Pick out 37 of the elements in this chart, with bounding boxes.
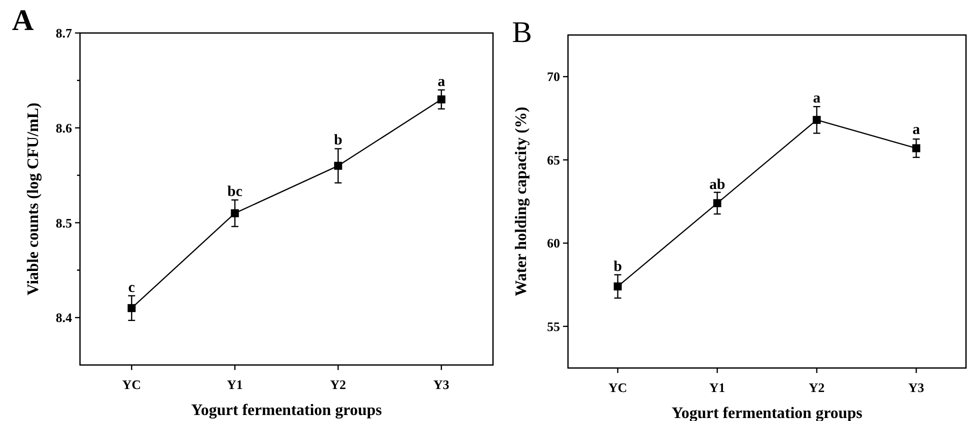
point xyxy=(437,95,446,104)
x-axis-title: Yogurt fermentation groups xyxy=(191,402,382,419)
point xyxy=(128,304,136,312)
y-axis-title: Viable counts (log CFU/mL) xyxy=(25,102,42,296)
x-tick-label: Y1 xyxy=(226,377,243,392)
annotation: bc xyxy=(227,184,243,200)
y-tick-label: 60 xyxy=(547,236,560,251)
annotation: b xyxy=(614,258,622,275)
annotation: a xyxy=(912,122,920,138)
x-tick-label: Y1 xyxy=(709,380,726,395)
x-tick-label: Y3 xyxy=(433,377,450,392)
y-tick-label: 8.5 xyxy=(56,215,72,230)
chart-title: A xyxy=(12,4,34,37)
x-tick-label: Y3 xyxy=(908,380,925,395)
point xyxy=(812,116,821,124)
x-tick-label: Y2 xyxy=(808,380,825,395)
y-tick-label: 55 xyxy=(547,318,560,334)
y-tick-label: 8.4 xyxy=(56,310,72,326)
point xyxy=(713,199,722,208)
annotation: c xyxy=(128,280,136,296)
point xyxy=(334,162,342,170)
x-tick-label: Y2 xyxy=(330,377,346,392)
annotation: a xyxy=(813,90,821,107)
y-tick-label: 8.6 xyxy=(56,120,72,136)
x-tick-label: YC xyxy=(608,380,628,395)
y-axis-title: Water holding capacity (%) xyxy=(513,106,530,296)
y-tick-label: 8.7 xyxy=(56,26,72,41)
point xyxy=(230,209,239,218)
y-tick-label: 65 xyxy=(547,152,560,168)
annotation: ab xyxy=(709,177,726,194)
x-tick-label: YC xyxy=(122,377,142,392)
annotation: a xyxy=(438,74,446,90)
point xyxy=(912,144,920,152)
y-tick-label: 70 xyxy=(547,69,560,84)
point xyxy=(614,282,622,290)
chart-title: B xyxy=(512,16,532,49)
annotation: b xyxy=(334,132,342,149)
